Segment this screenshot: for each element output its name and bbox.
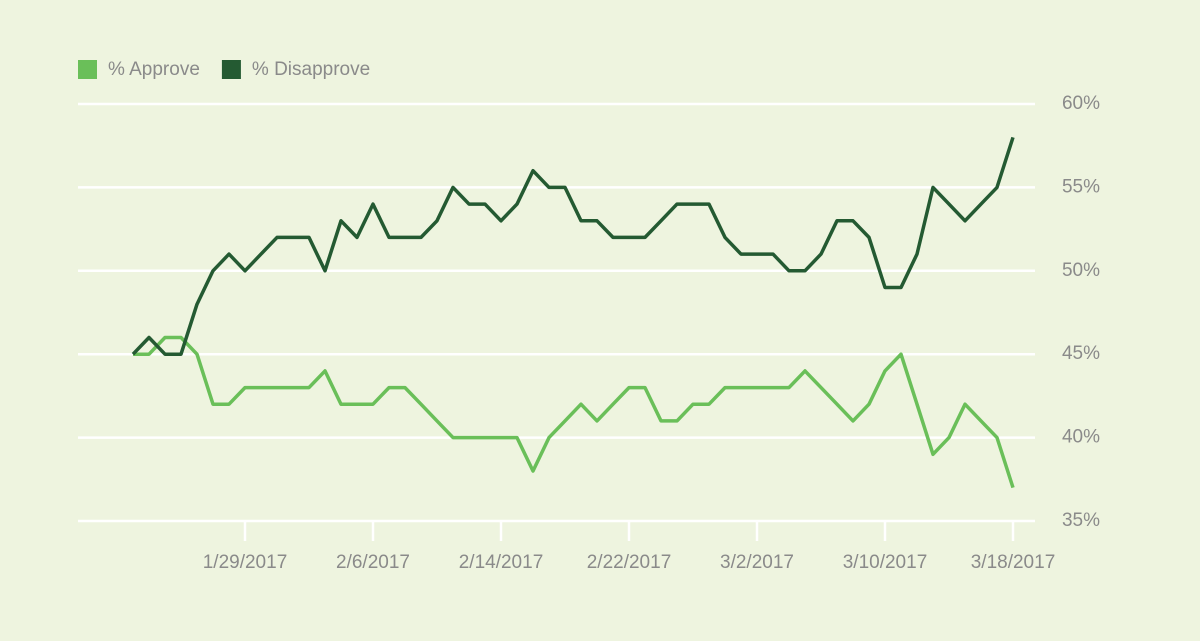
line-series [131, 136, 1015, 356]
x-tick-label: 1/29/2017 [203, 552, 288, 573]
legend-swatch [78, 60, 97, 79]
legend-label: % Approve [108, 59, 200, 80]
legend-swatch [221, 60, 241, 79]
y-tick-label: 55% [1062, 176, 1100, 197]
y-tick-label: 45% [1062, 343, 1100, 364]
line-series [133, 335, 1015, 489]
x-tick-label: 2/14/2017 [459, 552, 544, 573]
x-tick-label: 2/22/2017 [587, 552, 672, 573]
x-tick-label: 2/6/2017 [336, 552, 410, 573]
y-tick-label: 35% [1062, 510, 1100, 531]
y-tick-label: 40% [1062, 427, 1100, 448]
x-tick-label: 3/10/2017 [843, 552, 928, 573]
x-tick-label: 3/18/2017 [971, 552, 1056, 573]
x-tick-label: 3/2/2017 [720, 552, 794, 573]
legend-item: % Approve [78, 59, 200, 80]
y-tick-label: 60% [1062, 93, 1100, 114]
y-tick-label: 50% [1062, 260, 1100, 281]
legend-label: % Disapprove [252, 59, 370, 80]
legend-item: % Disapprove [221, 59, 370, 80]
